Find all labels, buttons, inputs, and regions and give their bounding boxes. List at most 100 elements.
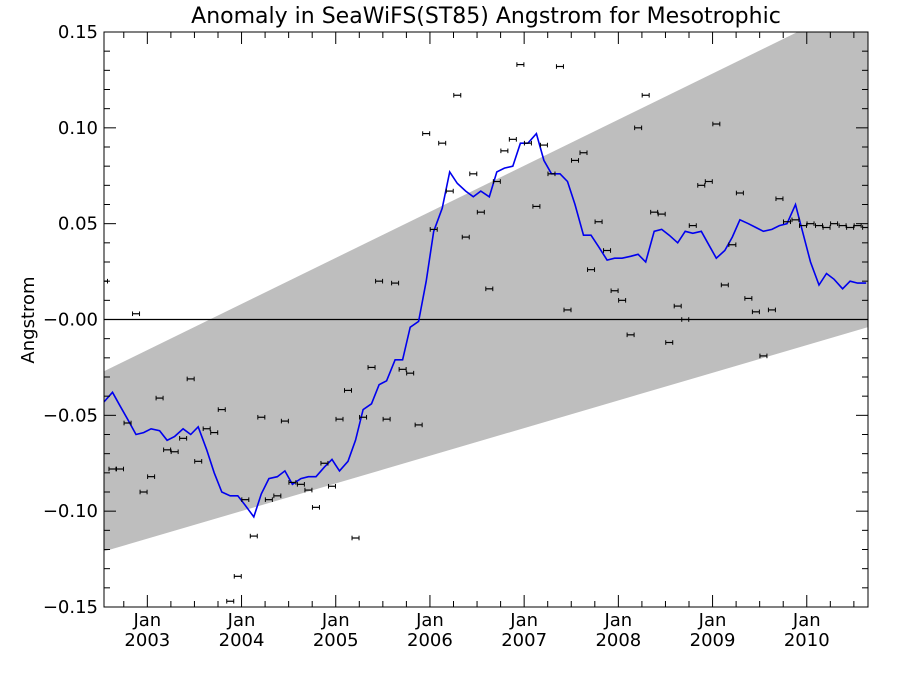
data-point bbox=[445, 188, 454, 194]
data-point bbox=[838, 223, 847, 228]
data-point bbox=[508, 137, 517, 142]
data-point bbox=[846, 225, 855, 230]
data-point bbox=[579, 150, 588, 156]
data-point bbox=[650, 209, 659, 215]
data-point bbox=[798, 223, 807, 228]
data-point bbox=[194, 459, 203, 464]
data-point bbox=[500, 148, 509, 154]
data-point bbox=[492, 179, 501, 184]
data-point bbox=[815, 223, 824, 228]
data-point bbox=[744, 296, 753, 301]
data-point bbox=[476, 209, 485, 215]
data-point bbox=[335, 416, 344, 422]
series-line-0 bbox=[104, 131, 867, 519]
data-point bbox=[264, 497, 273, 502]
x-tick-label-month: Jan bbox=[509, 610, 538, 631]
data-point bbox=[485, 286, 494, 292]
data-point bbox=[116, 466, 125, 472]
data-point bbox=[704, 179, 713, 184]
data-point bbox=[563, 307, 572, 313]
data-point bbox=[414, 422, 423, 428]
y-tick-label: −0.10 bbox=[43, 501, 98, 522]
data-point bbox=[603, 248, 612, 253]
x-tick-label-year: 2004 bbox=[219, 630, 265, 651]
data-point bbox=[170, 449, 179, 455]
x-tick-label-year: 2007 bbox=[501, 630, 547, 651]
data-point bbox=[304, 487, 313, 493]
data-point bbox=[626, 332, 635, 338]
data-point bbox=[351, 535, 360, 541]
data-point bbox=[751, 309, 760, 315]
data-point bbox=[367, 365, 376, 370]
y-tick-label: −0.00 bbox=[43, 310, 98, 331]
x-tick-label-month: Jan bbox=[792, 610, 821, 631]
x-tick-label-month: Jan bbox=[603, 610, 632, 631]
chart-title: Anomaly in SeaWiFS(ST85) Angstrom for Me… bbox=[191, 4, 781, 29]
data-point bbox=[618, 298, 627, 303]
data-point bbox=[311, 505, 320, 510]
data-point bbox=[163, 447, 172, 453]
data-point bbox=[155, 395, 164, 401]
data-point bbox=[782, 219, 791, 225]
data-point bbox=[382, 416, 391, 422]
y-tick-label: 0.15 bbox=[58, 22, 98, 43]
data-point bbox=[132, 311, 141, 317]
data-point bbox=[461, 234, 470, 240]
data-point bbox=[469, 171, 478, 177]
data-point bbox=[398, 367, 407, 372]
data-point bbox=[728, 242, 737, 248]
axes: −0.15−0.10−0.05−0.000.050.100.15Jan2003J… bbox=[43, 22, 869, 651]
data-point bbox=[523, 140, 532, 146]
y-axis-label: Angstrom bbox=[18, 276, 39, 363]
data-point bbox=[862, 225, 868, 230]
data-point bbox=[233, 574, 242, 579]
data-point bbox=[587, 267, 596, 272]
data-point bbox=[547, 171, 556, 177]
data-point bbox=[186, 376, 195, 382]
data-point bbox=[688, 223, 697, 228]
data-point bbox=[681, 317, 690, 322]
x-tick-label-month: Jan bbox=[132, 610, 161, 631]
data-point bbox=[759, 353, 768, 359]
data-point bbox=[391, 280, 400, 286]
data-point bbox=[179, 436, 188, 441]
x-tick-label-year: 2005 bbox=[313, 630, 359, 651]
data-point bbox=[665, 340, 674, 345]
x-tick-label-year: 2009 bbox=[690, 630, 736, 651]
data-point bbox=[343, 388, 352, 393]
data-point bbox=[571, 158, 580, 163]
data-point bbox=[108, 466, 117, 472]
data-point bbox=[712, 121, 721, 127]
data-point bbox=[422, 131, 431, 136]
data-point bbox=[516, 62, 525, 67]
data-point bbox=[273, 493, 282, 499]
data-point bbox=[241, 497, 250, 502]
data-point bbox=[791, 217, 800, 223]
data-point bbox=[359, 414, 368, 420]
data-point bbox=[320, 460, 329, 466]
data-point bbox=[249, 533, 258, 539]
data-point bbox=[775, 196, 784, 202]
plot-area bbox=[104, 32, 868, 604]
data-point bbox=[453, 92, 462, 98]
data-point bbox=[280, 418, 289, 424]
x-tick-label-month: Jan bbox=[227, 610, 256, 631]
data-point bbox=[735, 190, 744, 196]
data-point bbox=[288, 480, 297, 485]
data-point bbox=[610, 288, 619, 294]
y-tick-label: −0.15 bbox=[43, 597, 98, 618]
data-point bbox=[123, 420, 132, 426]
data-point bbox=[147, 474, 156, 479]
x-tick-label-year: 2003 bbox=[124, 630, 170, 651]
data-point bbox=[641, 92, 650, 98]
data-point bbox=[532, 204, 541, 209]
x-tick-label-year: 2008 bbox=[595, 630, 641, 651]
data-point bbox=[594, 219, 603, 225]
data-point bbox=[720, 282, 729, 288]
data-point bbox=[375, 278, 384, 284]
data-point bbox=[226, 598, 235, 604]
data-point bbox=[806, 221, 815, 226]
x-tick-label-year: 2006 bbox=[407, 630, 453, 651]
data-point bbox=[327, 483, 336, 489]
